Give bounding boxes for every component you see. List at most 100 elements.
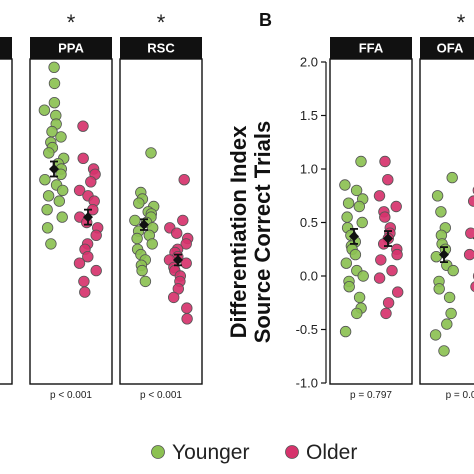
data-point <box>392 286 404 298</box>
data-point <box>136 264 148 277</box>
data-point <box>343 281 355 293</box>
data-point <box>390 200 402 213</box>
data-point <box>177 214 189 227</box>
data-point <box>133 197 145 209</box>
y-axis: -1.0 -0.5 0.0 0.5 1.0 1.5 2.0 <box>296 55 327 391</box>
data-point <box>181 313 193 325</box>
data-point <box>468 195 474 207</box>
facet-frame <box>0 58 13 385</box>
legend: Younger Older <box>151 441 357 464</box>
data-point <box>82 251 94 263</box>
data-point <box>77 120 89 132</box>
facet-title: FFA <box>359 41 384 56</box>
data-point <box>180 238 192 250</box>
data-point <box>43 147 55 159</box>
series-older <box>373 155 404 320</box>
data-point <box>443 291 456 304</box>
series-younger <box>429 171 459 357</box>
data-point <box>77 152 89 165</box>
series-younger <box>38 61 70 250</box>
data-point <box>170 227 183 239</box>
data-point <box>429 329 442 341</box>
legend-item-younger: Younger <box>151 441 249 464</box>
data-point <box>382 297 395 309</box>
y-tick-label: 2.0 <box>300 55 318 70</box>
mean-marker <box>173 254 183 265</box>
data-point <box>45 238 57 250</box>
series-younger <box>339 155 369 338</box>
facet-title: RSC <box>147 41 175 56</box>
series-older <box>73 120 104 298</box>
legend-label: Younger <box>172 441 249 464</box>
data-point <box>167 291 180 304</box>
panels-layer: PPA * p < 0.001 RSC * p < 0.001 FFA p = 0.797 OF… <box>0 10 474 401</box>
data-point <box>353 200 366 213</box>
data-point <box>146 238 158 250</box>
facet-frame <box>29 58 113 385</box>
y-tick-label: 0.5 <box>300 215 318 230</box>
p-value-label: p < 0.001 <box>140 390 182 401</box>
facet-ofa: OFA * p = 0.0 <box>419 10 474 401</box>
facet-ffa: FFA p = 0.797 <box>329 37 413 401</box>
series-older <box>163 173 194 325</box>
mean-marker <box>83 212 93 223</box>
data-point <box>178 173 190 186</box>
facet-frame <box>419 58 474 385</box>
mean-marker <box>383 233 393 244</box>
data-point <box>447 264 459 277</box>
data-point <box>78 275 90 288</box>
data-point <box>463 248 474 261</box>
data-point <box>41 222 54 234</box>
data-point <box>181 302 193 314</box>
facet-ppa: PPA * p < 0.001 <box>29 10 113 401</box>
data-point <box>470 281 474 293</box>
data-point <box>350 184 363 197</box>
data-point <box>379 155 391 168</box>
panel-b-letter: B <box>259 10 272 30</box>
series-younger <box>129 147 160 288</box>
data-point <box>53 195 66 207</box>
y-tick-label: 1.0 <box>300 162 318 177</box>
data-point <box>373 272 386 284</box>
p-value-label: p = 0.797 <box>350 390 392 401</box>
data-point <box>85 176 97 188</box>
p-value-label: p < 0.001 <box>50 390 92 401</box>
y-tick-label: -1.0 <box>296 376 318 391</box>
data-point <box>379 211 391 223</box>
data-point <box>55 168 67 181</box>
data-point <box>435 206 447 218</box>
data-point <box>430 251 443 263</box>
data-point <box>56 211 68 223</box>
data-point <box>431 190 444 202</box>
facet-header <box>0 37 12 59</box>
significance-star: * <box>157 10 166 35</box>
data-point <box>131 232 143 245</box>
data-point <box>57 184 69 197</box>
data-point <box>355 155 367 168</box>
legend-label: Older <box>306 441 357 464</box>
data-point <box>79 286 91 298</box>
facet-title: OFA <box>437 41 464 56</box>
data-point <box>445 307 457 320</box>
data-point <box>341 211 353 223</box>
data-point <box>391 248 403 261</box>
y-tick-label: -0.5 <box>296 322 318 337</box>
data-point <box>357 270 369 282</box>
mean-marker <box>139 219 149 230</box>
data-point <box>356 216 368 229</box>
data-point <box>353 291 366 304</box>
data-point <box>180 257 192 269</box>
significance-star: * <box>67 10 76 35</box>
facet-frame <box>329 58 413 385</box>
legend-swatch <box>285 445 299 459</box>
y-axis-label-line2: Source Correct Trials <box>250 121 275 344</box>
facet-header <box>330 37 412 59</box>
facet-partial <box>0 37 13 385</box>
y-tick-label: 0.0 <box>300 269 318 284</box>
data-point <box>441 318 453 330</box>
data-point <box>41 203 53 216</box>
data-point <box>375 254 387 266</box>
data-point <box>139 275 152 288</box>
data-point <box>39 173 51 186</box>
